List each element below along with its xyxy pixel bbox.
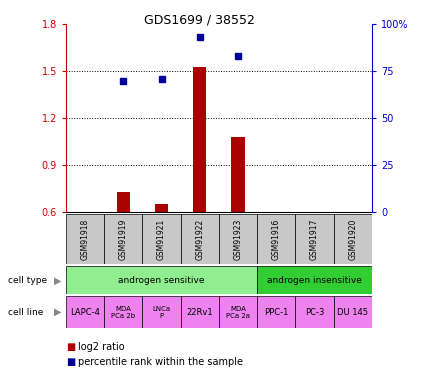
Bar: [142, 214, 181, 264]
Text: ■: ■: [66, 357, 75, 367]
Text: GSM91921: GSM91921: [157, 218, 166, 259]
Bar: [295, 296, 334, 328]
Bar: [104, 296, 142, 328]
Text: androgen sensitive: androgen sensitive: [118, 276, 205, 285]
Text: GSM91922: GSM91922: [195, 218, 204, 259]
Text: MDA
PCa 2a: MDA PCa 2a: [226, 306, 250, 319]
Bar: [142, 296, 181, 328]
Bar: [219, 214, 257, 264]
Text: MDA
PCa 2b: MDA PCa 2b: [111, 306, 135, 319]
Text: cell type: cell type: [8, 276, 48, 285]
Bar: [66, 296, 104, 328]
Bar: [257, 214, 295, 264]
Bar: [181, 214, 219, 264]
Text: LNCa
P: LNCa P: [153, 306, 170, 319]
Text: PC-3: PC-3: [305, 308, 324, 316]
Bar: [155, 204, 168, 212]
Text: log2 ratio: log2 ratio: [78, 342, 125, 352]
Text: percentile rank within the sample: percentile rank within the sample: [78, 357, 243, 367]
Text: LAPC-4: LAPC-4: [70, 308, 100, 316]
Bar: [104, 214, 142, 264]
Text: cell line: cell line: [8, 308, 44, 316]
Text: androgen insensitive: androgen insensitive: [267, 276, 362, 285]
Text: ▶: ▶: [54, 307, 61, 317]
Text: PPC-1: PPC-1: [264, 308, 289, 316]
Text: ■: ■: [66, 342, 75, 352]
Bar: [66, 266, 257, 294]
Bar: [257, 296, 295, 328]
Bar: [334, 214, 372, 264]
Text: 22Rv1: 22Rv1: [187, 308, 213, 316]
Bar: [219, 296, 257, 328]
Text: DU 145: DU 145: [337, 308, 368, 316]
Bar: [231, 137, 245, 212]
Text: GSM91923: GSM91923: [233, 218, 243, 260]
Bar: [116, 192, 130, 212]
Text: ▶: ▶: [54, 275, 61, 285]
Bar: [334, 296, 372, 328]
Text: GSM91920: GSM91920: [348, 218, 357, 260]
Text: GDS1699 / 38552: GDS1699 / 38552: [144, 13, 255, 26]
Bar: [257, 266, 372, 294]
Bar: [66, 214, 104, 264]
Text: GSM91918: GSM91918: [80, 218, 90, 259]
Text: GSM91917: GSM91917: [310, 218, 319, 260]
Bar: [193, 67, 207, 212]
Bar: [181, 296, 219, 328]
Text: GSM91919: GSM91919: [119, 218, 128, 260]
Bar: [295, 214, 334, 264]
Text: GSM91916: GSM91916: [272, 218, 281, 260]
